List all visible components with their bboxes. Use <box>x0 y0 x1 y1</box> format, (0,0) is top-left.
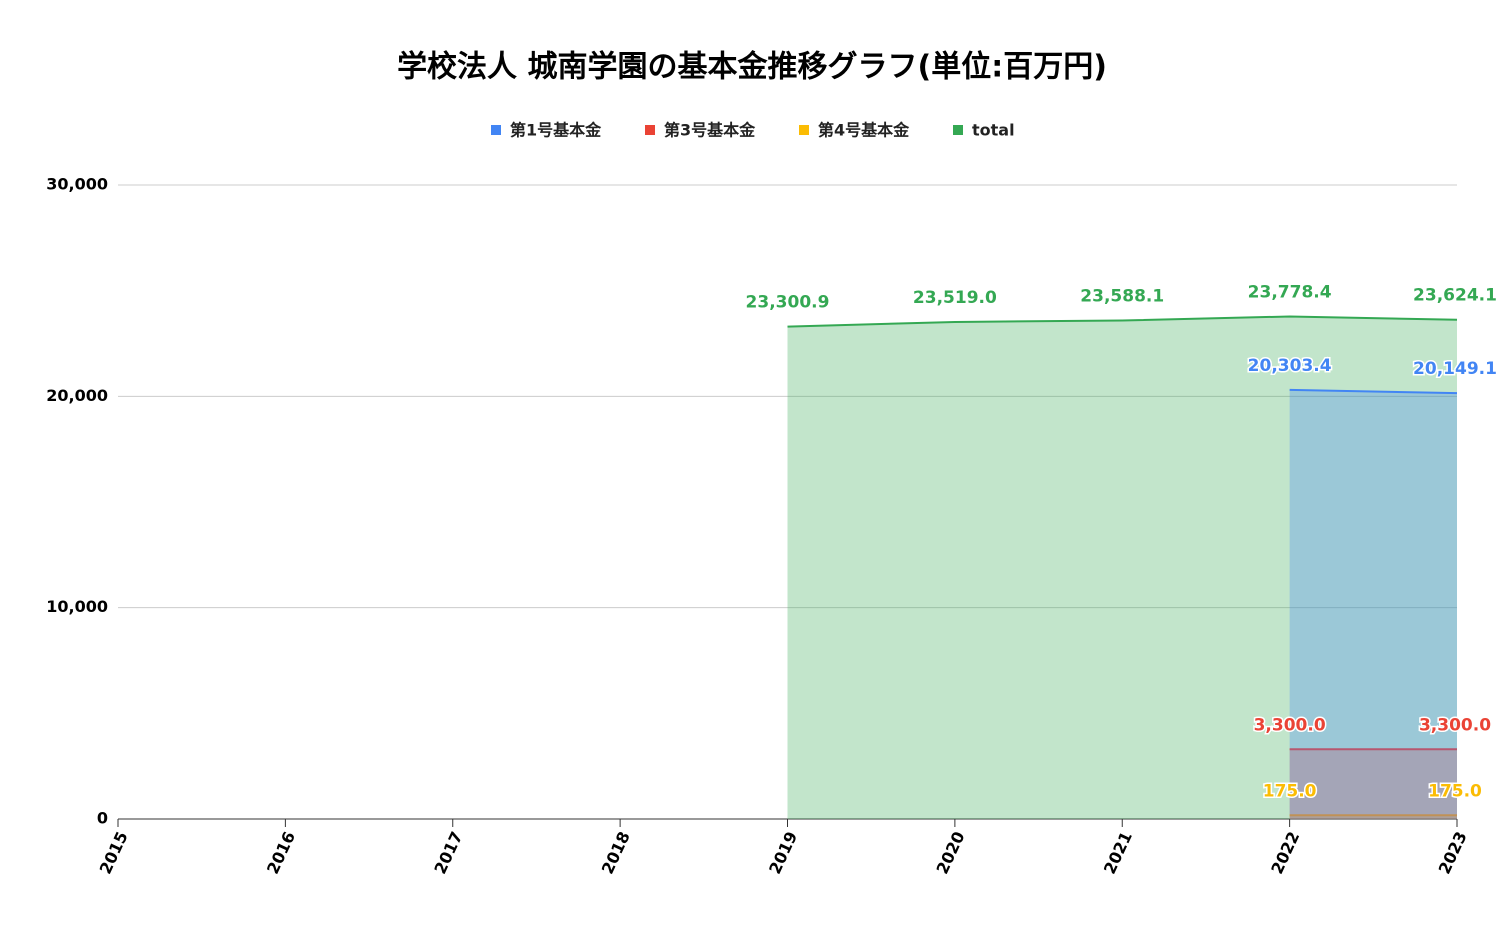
legend-label: 第4号基本金 <box>818 121 910 140</box>
y-tick-label: 10,000 <box>46 597 108 616</box>
data-label: 23,519.0 <box>913 288 997 308</box>
line <box>1289 388 1458 395</box>
y-tick-label: 0 <box>97 809 108 828</box>
data-label: 3,300.0 <box>1254 715 1326 735</box>
data-label: 20,303.4 <box>1248 356 1332 376</box>
legend-label: total <box>972 121 1015 140</box>
y-tick-label: 30,000 <box>46 175 108 194</box>
legend-label: 第3号基本金 <box>664 121 756 140</box>
data-label: 20,149.1 <box>1413 359 1497 379</box>
data-label: 175.0 <box>1428 781 1482 801</box>
legend-swatch <box>799 125 809 135</box>
y-tick-label: 20,000 <box>46 386 108 405</box>
legend-swatch <box>953 125 963 135</box>
legend-swatch <box>491 125 501 135</box>
legend-swatch <box>645 125 655 135</box>
data-label: 23,624.1 <box>1413 286 1497 306</box>
legend-label: 第1号基本金 <box>510 121 602 140</box>
data-label: 175.0 <box>1263 781 1317 801</box>
data-label: 23,300.9 <box>746 293 830 313</box>
chart-title: 学校法人 城南学園の基本金推移グラフ(単位:百万円) <box>397 50 1107 85</box>
area <box>787 316 1457 819</box>
data-label: 23,778.4 <box>1248 282 1332 302</box>
line <box>787 315 1458 328</box>
data-label: 3,300.0 <box>1419 715 1491 735</box>
data-label: 23,588.1 <box>1080 287 1164 307</box>
area <box>1289 749 1457 819</box>
area <box>1289 389 1457 819</box>
